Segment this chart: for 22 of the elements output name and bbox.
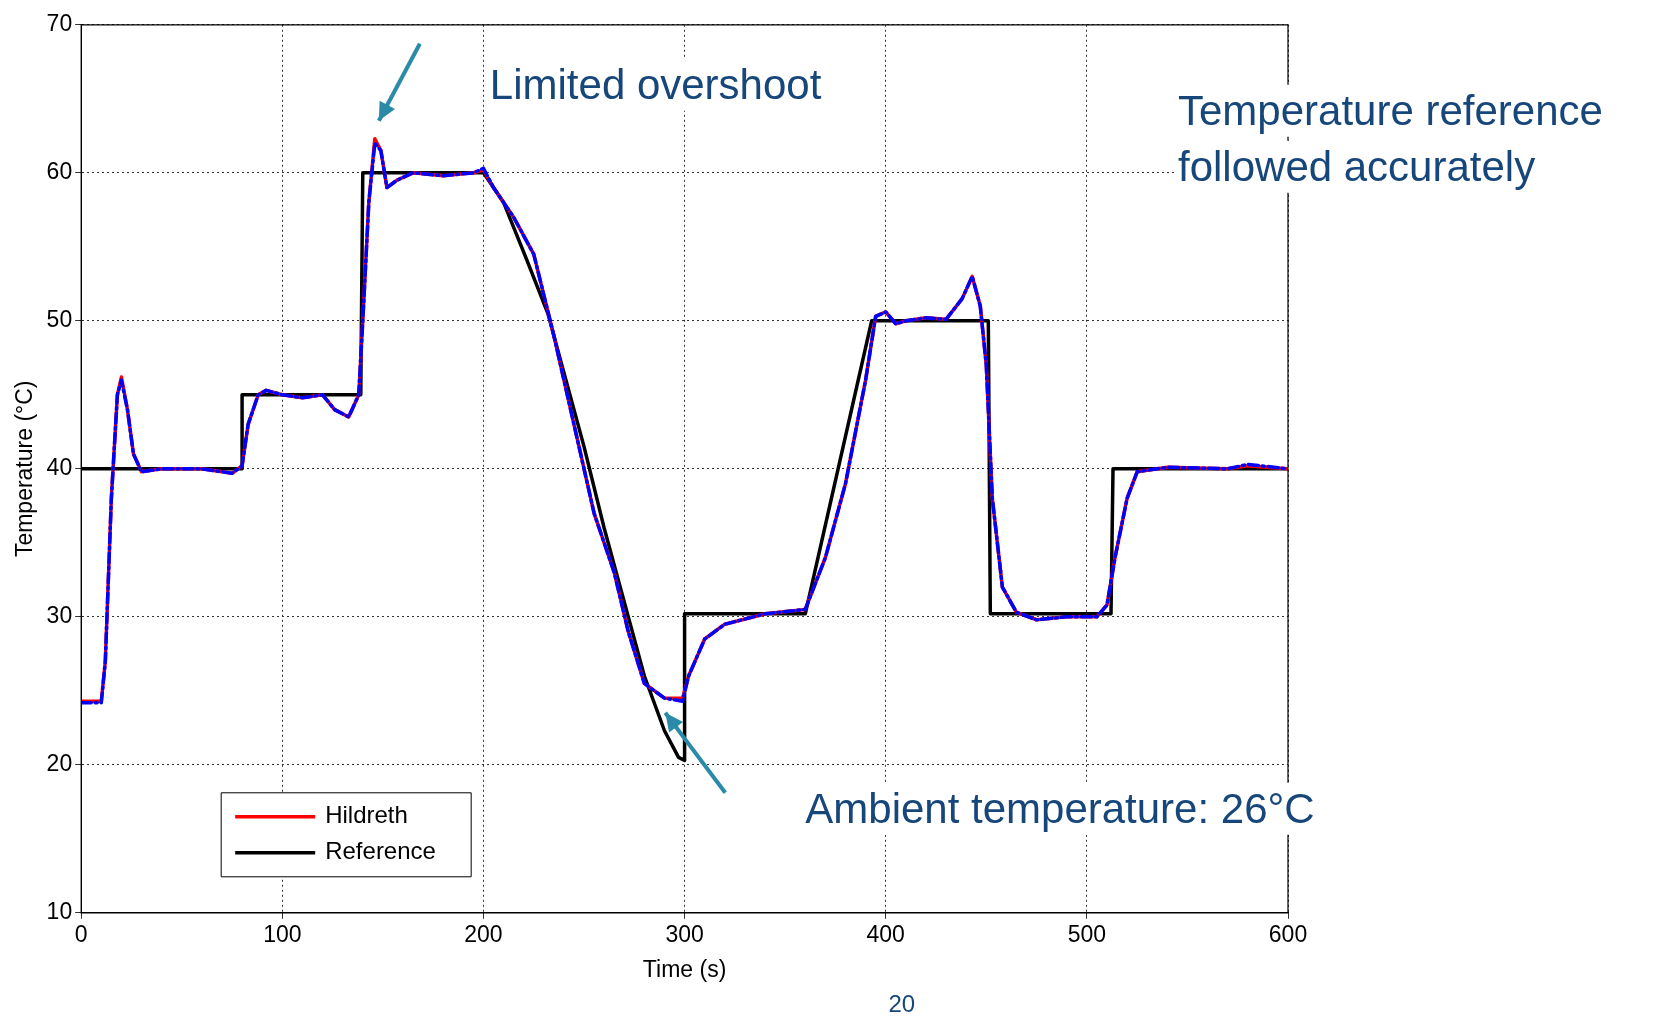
y-tick-label: 20 (46, 750, 73, 777)
y-axis-title: Temperature (°C) (11, 380, 38, 558)
x-axis-title: Time (s) (642, 955, 727, 982)
y-tick-label: 10 (46, 898, 73, 925)
y-tick-label: 40 (46, 454, 73, 481)
x-tick-label: 500 (1067, 920, 1107, 947)
legend-label: Hildreth (325, 801, 408, 829)
legend-label: Reference (325, 837, 436, 865)
y-tick-label: 30 (46, 602, 73, 629)
annotation: Ambient temperature: 26°C (805, 784, 1315, 832)
annotation: Limited overshoot (489, 60, 822, 108)
y-tick-label: 60 (46, 158, 73, 185)
y-tick-label: 70 (46, 10, 73, 37)
x-tick-label: 0 (74, 920, 88, 947)
annotation: Temperature reference followed accurately (1178, 86, 1603, 190)
x-tick-label: 400 (866, 920, 905, 947)
y-tick-label: 50 (46, 306, 73, 333)
text: 20 (888, 990, 916, 1017)
x-tick-label: 100 (263, 920, 302, 947)
x-tick-label: 300 (665, 920, 704, 947)
x-tick-label: 600 (1268, 920, 1308, 947)
x-tick-label: 200 (464, 920, 503, 947)
